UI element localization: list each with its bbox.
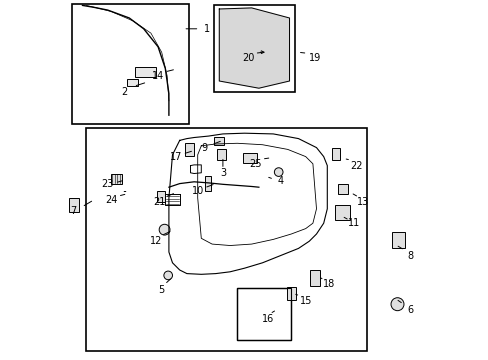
Text: 3: 3 [220,168,225,178]
Text: 21: 21 [153,197,166,207]
Bar [213,137,224,145]
Bar [335,205,349,220]
Bar [331,148,339,160]
Circle shape [274,168,283,176]
Text: 8: 8 [406,251,412,261]
Bar [127,79,138,86]
Circle shape [390,298,403,311]
Text: 16: 16 [261,314,273,324]
Text: 12: 12 [150,236,162,246]
Text: 18: 18 [322,279,335,289]
Bar [185,143,194,156]
Bar [204,176,211,191]
Bar [111,174,122,184]
Circle shape [163,271,172,280]
Bar [269,45,279,65]
Bar [337,184,347,194]
Bar [391,232,404,248]
Text: 23: 23 [101,179,113,189]
Bar [237,288,291,340]
Text: 7: 7 [70,206,77,216]
Polygon shape [219,8,289,88]
Text: 1: 1 [203,24,209,34]
Bar [309,270,320,286]
Text: 25: 25 [248,159,261,169]
Text: 11: 11 [347,218,360,228]
Bar [237,288,291,340]
Bar [242,45,251,65]
Text: 2: 2 [121,87,127,97]
Text: 5: 5 [158,285,164,295]
Bar [286,287,295,300]
Text: 15: 15 [299,296,311,306]
Bar [86,128,366,351]
Text: 17: 17 [169,152,182,162]
Text: 10: 10 [191,186,203,196]
Text: 6: 6 [406,305,412,315]
Bar [228,45,238,65]
Bar [69,198,79,212]
Bar [242,153,257,163]
Text: 20: 20 [242,53,254,63]
Text: 4: 4 [277,176,283,186]
Circle shape [159,224,170,235]
Text: 9: 9 [202,143,207,153]
Text: 22: 22 [349,161,362,171]
Bar [217,149,226,160]
Text: 24: 24 [105,195,117,205]
Text: 14: 14 [152,71,164,81]
Text: 19: 19 [308,53,320,63]
Bar [213,5,294,92]
Text: 13: 13 [356,197,368,207]
Bar [255,45,265,65]
Bar [157,191,165,202]
Bar [72,4,188,124]
Bar [134,67,156,77]
